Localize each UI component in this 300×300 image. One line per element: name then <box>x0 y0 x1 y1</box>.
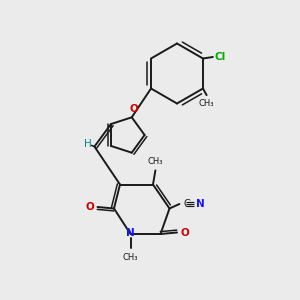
Text: N: N <box>126 228 135 239</box>
Text: H: H <box>84 139 92 149</box>
Text: N: N <box>196 199 204 209</box>
Text: O: O <box>181 227 189 238</box>
Text: O: O <box>85 202 94 212</box>
Text: CH₃: CH₃ <box>148 158 163 166</box>
Text: O: O <box>130 104 139 114</box>
Text: CH₃: CH₃ <box>123 253 138 262</box>
Text: C: C <box>183 199 190 209</box>
Text: CH₃: CH₃ <box>199 99 214 108</box>
Text: Cl: Cl <box>215 52 226 62</box>
